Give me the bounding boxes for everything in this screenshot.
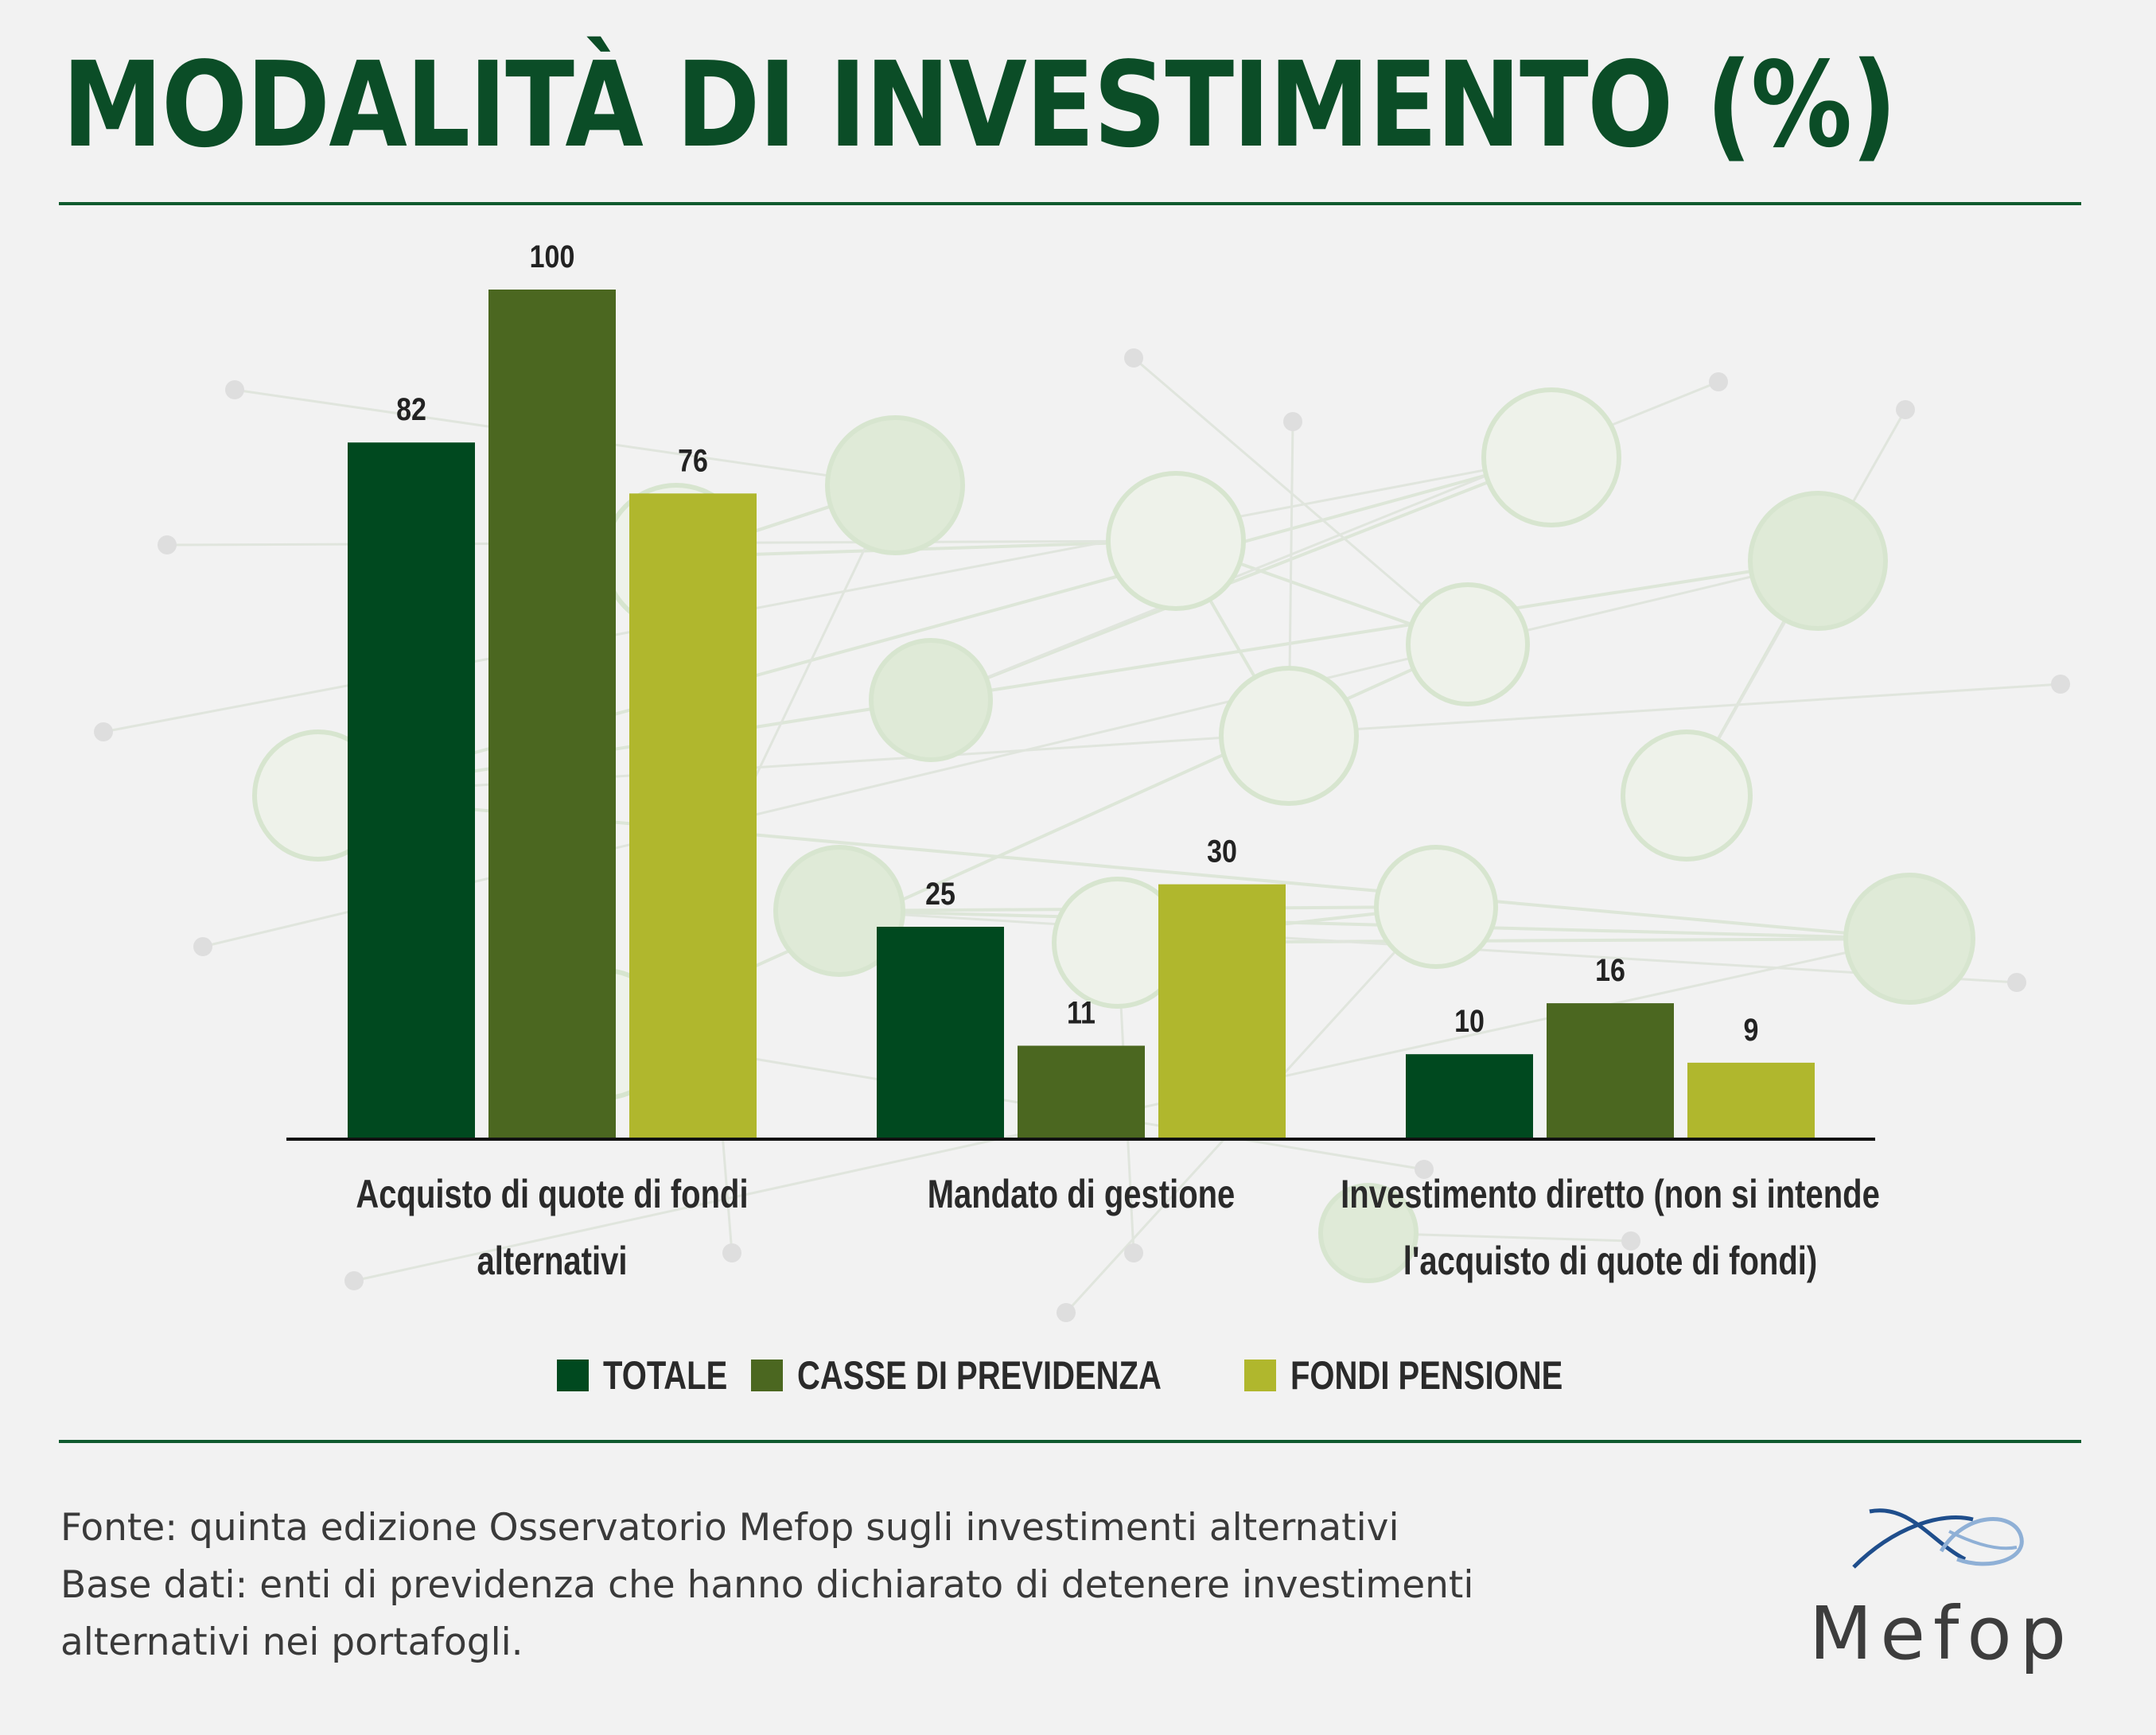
- value-label: 25: [925, 875, 955, 911]
- bar-totale-0: [348, 442, 475, 1139]
- decor-link: [930, 456, 1552, 702]
- decor-node: [1415, 1160, 1434, 1179]
- category-labels-group: Acquisto di quote di fondi alternativi Man…: [356, 1172, 1879, 1283]
- category-label: Mandato di gestione: [928, 1172, 1236, 1216]
- decor-circle: [825, 415, 965, 555]
- bar-fondi-pensione-1: [1158, 884, 1286, 1139]
- source-line-2: Base dati: enti di previdenza che hanno …: [60, 1563, 1474, 1607]
- bars-group: [348, 290, 1815, 1139]
- mefop-wordmark: Mefop: [1809, 1591, 2075, 1676]
- decor-node: [193, 937, 212, 956]
- decor-node: [1283, 412, 1302, 431]
- value-labels-group: 82 100 76 25 11 30 10 16 9: [396, 238, 1758, 1047]
- bar-casse-di-previdenza-2: [1547, 1003, 1674, 1139]
- decor-node: [1621, 1231, 1640, 1251]
- bar-totale-2: [1406, 1054, 1533, 1139]
- value-label: 10: [1454, 1003, 1485, 1039]
- value-label: 30: [1207, 833, 1237, 869]
- decor-circle: [869, 638, 993, 762]
- decor-node: [344, 1271, 364, 1290]
- mefop-logo: Mefop: [1798, 1496, 2076, 1679]
- decor-circle: [1406, 582, 1530, 706]
- decor-node: [1709, 372, 1728, 391]
- decor-node: [225, 380, 244, 399]
- value-label: 82: [396, 391, 426, 427]
- chart-title: MODALITÀ DI INVESTIMENTO (%): [62, 37, 1897, 173]
- value-label: 100: [530, 238, 575, 274]
- decor-circle: [1843, 873, 1975, 1005]
- decor-node: [94, 722, 113, 741]
- value-label: 11: [1067, 994, 1096, 1030]
- decor-node: [1896, 400, 1915, 419]
- decor-circle: [1621, 729, 1753, 862]
- category-label: Acquisto di quote di fondi: [356, 1172, 748, 1216]
- bar-fondi-pensione-0: [629, 493, 757, 1139]
- value-label: 76: [678, 442, 708, 478]
- source-line-3: alternativi nei portafogli.: [60, 1620, 523, 1664]
- bar-chart: 82 100 76 25 11 30 10 16 9 Acquisto di quote di …: [94, 238, 2070, 1322]
- decor-node: [2051, 675, 2070, 694]
- decor-circle: [1748, 491, 1888, 631]
- decor-node: [2007, 973, 2026, 992]
- decor-link: [1133, 356, 1469, 646]
- decor-node: [1124, 1243, 1143, 1262]
- decor-link: [103, 456, 1552, 733]
- legend-label-fondi: FONDI PENSIONE: [1290, 1353, 1563, 1398]
- decor-node: [1057, 1303, 1076, 1322]
- decor-circle: [1374, 845, 1498, 969]
- value-label: 9: [1744, 1011, 1759, 1047]
- legend: TOTALE CASSE DI PREVIDENZA FONDI PENSION…: [0, 1352, 2156, 1399]
- legend-label-casse: CASSE DI PREVIDENZA: [796, 1353, 1162, 1398]
- bottom-divider: [59, 1440, 2081, 1443]
- legend-item-casse: CASSE DI PREVIDENZA: [750, 1352, 1220, 1399]
- decor-node: [1124, 348, 1143, 368]
- legend-item-fondi: FONDI PENSIONE: [1243, 1352, 1599, 1399]
- bar-casse-di-previdenza-0: [488, 290, 616, 1139]
- decor-node: [722, 1243, 741, 1262]
- decor-circle: [1481, 387, 1621, 527]
- bar-fondi-pensione-2: [1687, 1062, 1815, 1139]
- legend-swatch-totale: [557, 1360, 590, 1391]
- decor-circle: [1106, 471, 1246, 611]
- category-label: Investimento diretto (non si intende: [1341, 1172, 1880, 1216]
- decor-link: [839, 909, 1910, 940]
- value-label: 16: [1595, 951, 1625, 987]
- decor-circle: [773, 845, 905, 977]
- bar-totale-1: [877, 927, 1004, 1139]
- decor-circle: [1318, 1183, 1419, 1283]
- mefop-logo-mark: [1798, 1508, 2068, 1593]
- category-label: l'acquisto di quote di fondi): [1403, 1239, 1817, 1283]
- decor-node: [158, 535, 177, 554]
- legend-item-totale: TOTALE: [557, 1352, 728, 1399]
- legend-label-totale: TOTALE: [603, 1353, 728, 1398]
- source-line-1: Fonte: quinta edizione Osservatorio Mefo…: [60, 1506, 1399, 1550]
- top-divider: [59, 202, 2081, 205]
- legend-swatch-casse: [750, 1360, 783, 1391]
- bar-casse-di-previdenza-1: [1018, 1045, 1145, 1139]
- category-label: alternativi: [477, 1239, 628, 1283]
- source-note: Fonte: quinta edizione Osservatorio Mefo…: [60, 1500, 1492, 1671]
- decor-circle: [1219, 666, 1359, 806]
- legend-swatch-fondi: [1243, 1360, 1276, 1391]
